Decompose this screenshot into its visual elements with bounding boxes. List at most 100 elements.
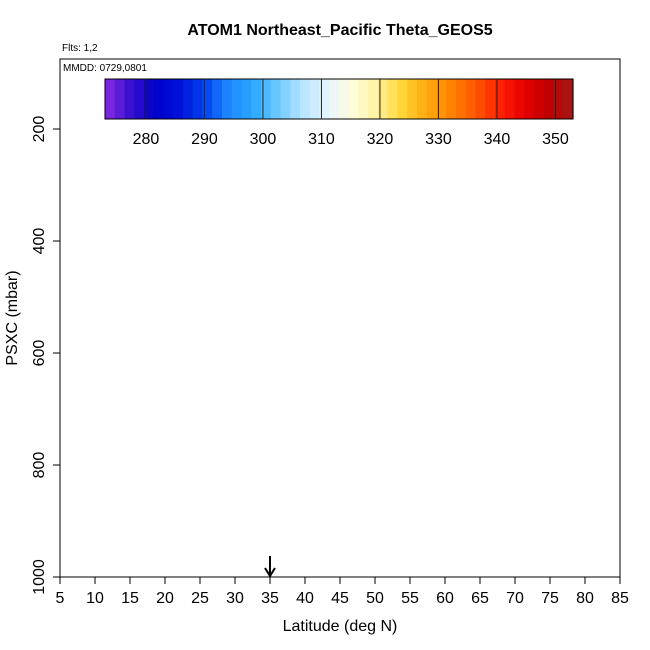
- sample-point: [563, 213, 572, 222]
- colorbar-tick-label: 350: [542, 131, 569, 148]
- colorbar-cell: [105, 79, 116, 119]
- sample-point: [458, 185, 467, 194]
- colorbar-cell: [300, 79, 311, 119]
- colorbar-cell: [153, 79, 165, 119]
- x-tick-label: 45: [331, 590, 349, 607]
- colorbar-cell: [241, 79, 252, 119]
- colorbar-cell: [514, 79, 525, 119]
- sample-point: [206, 320, 215, 330]
- sample-point: [174, 167, 184, 176]
- flights-label: Flts: 1,2: [62, 43, 98, 54]
- colorbar-cell: [192, 79, 204, 119]
- sample-point: [531, 159, 541, 168]
- colorbar-frame: [104, 78, 574, 120]
- sample-point: [62, 567, 72, 576]
- colorbar-cell: [446, 79, 457, 119]
- sample-point: [199, 386, 208, 396]
- colorbar-cell: [222, 79, 233, 119]
- sample-point: [566, 487, 576, 496]
- sample-point: [213, 123, 222, 132]
- sample-point: [80, 147, 89, 156]
- sample-point: [276, 199, 285, 209]
- colorbar-cell: [553, 79, 564, 119]
- colorbar-cell: [270, 79, 282, 119]
- sample-point: [493, 134, 502, 144]
- x-tick-label: 20: [156, 590, 174, 607]
- colorbar-tick-label: 340: [484, 131, 511, 148]
- colorbar-cell: [397, 79, 408, 119]
- sample-point: [143, 567, 152, 576]
- colorbar-cell: [475, 79, 486, 119]
- y-axis: 200 400 600 800 1000: [31, 116, 60, 595]
- y-tick-label: 800: [31, 452, 48, 479]
- colorbar-cell: [417, 79, 428, 119]
- sample-point: [157, 185, 166, 194]
- colorbar-cell: [134, 79, 145, 119]
- colorbar-cell: [436, 79, 447, 119]
- sample-point: [563, 304, 572, 313]
- x-tick-label: 65: [471, 590, 489, 607]
- colorbar-cell: [124, 79, 135, 119]
- sample-point: [125, 159, 135, 168]
- sample-point: [234, 167, 243, 176]
- sample-point: [150, 426, 159, 435]
- arrow-head: [264, 567, 276, 578]
- colorbar-cell: [114, 79, 126, 119]
- colorbar-tick-label: 300: [250, 131, 277, 148]
- sample-point: [132, 305, 142, 314]
- x-tick-label: 30: [226, 590, 244, 607]
- colorbar-ticks: 280 290 300 310 320 330 340 350: [133, 79, 569, 148]
- colorbar-cell: [387, 79, 399, 119]
- colorbar-tick-label: 280: [133, 131, 160, 148]
- x-tick-label: 70: [506, 590, 524, 607]
- x-tick-label: 10: [86, 590, 104, 607]
- y-axis-title: PSXC (mbar): [4, 270, 21, 365]
- colorbar-cell: [504, 79, 516, 119]
- colorbar-cell: [543, 79, 555, 119]
- colorbar-cell: [173, 79, 184, 119]
- colorbar-cell: [465, 79, 477, 119]
- colorbar-cell: [329, 79, 340, 119]
- colorbar-cell: [290, 79, 301, 119]
- colorbar-cell: [280, 79, 291, 119]
- x-tick-label: 35: [261, 590, 279, 607]
- colorbar-cell: [348, 79, 360, 119]
- sample-point: [90, 300, 100, 309]
- colorbar-cell: [563, 79, 574, 119]
- colorbar-cell: [485, 79, 496, 119]
- sample-point: [125, 146, 135, 155]
- colorbar-tick-label: 320: [367, 131, 394, 148]
- x-tick-label: 85: [611, 590, 629, 607]
- colorbar-cell: [378, 79, 389, 119]
- sample-point: [101, 472, 110, 481]
- sample-point: [101, 369, 110, 378]
- chart-title: ATOM1 Northeast_Pacific Theta_GEOS5: [187, 22, 492, 39]
- sample-point: [524, 206, 534, 215]
- colorbar-cell: [183, 79, 194, 119]
- colorbar-tick-label: 310: [308, 131, 335, 148]
- x-tick-label: 25: [191, 590, 209, 607]
- colorbar-cell: [309, 79, 321, 119]
- colorbar-cell: [231, 79, 243, 119]
- x-tick-label: 75: [541, 590, 559, 607]
- y-tick-label: 600: [31, 340, 48, 367]
- sample-point: [570, 391, 579, 400]
- colorbar-cell: [144, 79, 155, 119]
- colorbar-cell: [534, 79, 545, 119]
- colorbar-tick-label: 290: [191, 131, 218, 148]
- sample-point: [335, 182, 345, 191]
- x-tick-label: 40: [296, 590, 314, 607]
- sample-point: [482, 360, 492, 369]
- sample-point: [97, 566, 107, 575]
- sample-point: [150, 568, 159, 577]
- colorbar-cell: [524, 79, 535, 119]
- colorbar: 280 290 300 310 320 330 340 350: [104, 78, 574, 148]
- sample-point: [549, 167, 558, 176]
- colorbar-cell: [202, 79, 213, 119]
- colorbar-cell: [407, 79, 418, 119]
- colorbar-tick-label: 330: [425, 131, 452, 148]
- colorbar-cells: [105, 79, 574, 119]
- sample-point: [538, 188, 548, 197]
- x-tick-label: 5: [56, 590, 65, 607]
